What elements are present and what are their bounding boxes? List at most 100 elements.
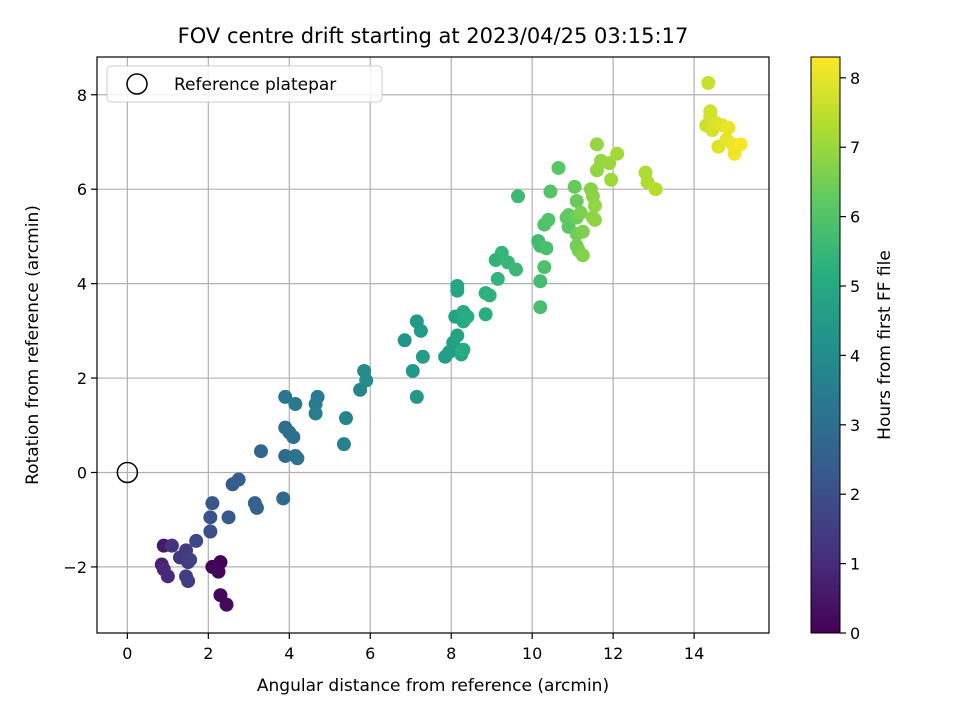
data-point: [181, 574, 196, 589]
x-tick-label: 10: [522, 644, 542, 663]
data-point: [288, 397, 303, 412]
data-point: [543, 184, 558, 199]
data-point: [602, 156, 617, 171]
data-point: [589, 137, 604, 152]
data-point: [533, 300, 548, 315]
colorbar-tick-label: 5: [850, 277, 860, 296]
data-point: [460, 309, 475, 324]
colorbar-label: Hours from first FF file: [875, 250, 895, 440]
colorbar: 0 1 2 3 4 5 6 7 8 Hours from first FF file: [810, 56, 895, 643]
data-point: [511, 189, 526, 204]
colorbar-tick-label: 1: [850, 555, 860, 574]
data-point: [587, 198, 602, 213]
y-axis-label: Rotation from reference (arcmin): [23, 205, 43, 485]
colorbar-tick-label: 7: [850, 138, 860, 157]
data-point: [478, 307, 493, 322]
data-point: [541, 212, 556, 227]
data-point: [415, 349, 430, 364]
data-point: [533, 274, 548, 289]
colorbar-gradient: [810, 56, 841, 634]
data-point: [203, 510, 218, 525]
reference-platepar-marker: [116, 461, 139, 484]
data-point: [183, 552, 198, 567]
data-point: [203, 524, 218, 539]
chart-title: FOV centre drift starting at 2023/04/25 …: [178, 24, 689, 48]
colorbar-tick-label: 0: [850, 624, 860, 643]
colorbar-tick-label: 3: [850, 416, 860, 435]
data-point: [567, 179, 582, 194]
data-point: [205, 496, 220, 511]
y-tick-label: 4: [77, 275, 87, 294]
data-point: [648, 182, 663, 197]
x-tick-label: 2: [203, 644, 213, 663]
x-axis-label: Angular distance from reference (arcmin): [257, 676, 609, 696]
data-point: [359, 373, 374, 388]
data-point: [308, 406, 323, 421]
data-point: [413, 323, 428, 338]
data-point: [587, 212, 602, 227]
data-point: [482, 288, 497, 303]
data-point: [288, 448, 303, 463]
legend-marker: [126, 73, 148, 95]
x-tick-label: 6: [365, 644, 375, 663]
y-tick-label: 2: [77, 369, 87, 388]
y-axis-ticks: −2 0 2 4 6 8: [63, 86, 97, 577]
data-point: [508, 262, 523, 277]
colorbar-tick-label: 4: [850, 346, 860, 365]
data-point: [211, 564, 226, 579]
data-point: [490, 271, 505, 286]
x-tick-label: 14: [684, 644, 704, 663]
legend: Reference platepar: [106, 65, 383, 103]
x-tick-label: 4: [284, 644, 294, 663]
legend-label: Reference platepar: [174, 75, 336, 95]
data-point: [249, 500, 264, 515]
y-tick-label: 8: [77, 86, 87, 105]
data-point: [278, 389, 293, 404]
data-point: [721, 120, 736, 135]
data-point: [286, 430, 301, 445]
data-point: [573, 205, 588, 220]
data-point: [278, 448, 293, 463]
data-point: [276, 491, 291, 506]
legend-box: [106, 65, 383, 103]
data-point: [219, 597, 234, 612]
y-tick-label: −2: [63, 558, 87, 577]
data-point: [569, 194, 584, 208]
data-point: [310, 389, 325, 404]
data-point: [160, 569, 175, 584]
data-point: [450, 278, 465, 293]
x-tick-label: 0: [122, 644, 132, 663]
data-point: [189, 533, 204, 548]
data-point: [405, 363, 420, 378]
data-point: [537, 260, 552, 275]
data-point: [539, 241, 554, 256]
data-point: [733, 137, 748, 152]
data-point: [409, 389, 424, 404]
colorbar-tick-label: 2: [850, 485, 860, 504]
data-point: [336, 437, 351, 452]
data-point: [338, 411, 353, 426]
data-point: [253, 444, 268, 459]
y-tick-label: 0: [77, 463, 87, 482]
colorbar-tick-label: 8: [850, 69, 860, 88]
colorbar-ticks: 0 1 2 3 4 5 6 7 8: [840, 69, 860, 643]
scatter-points: [154, 75, 748, 612]
data-point: [450, 328, 465, 343]
data-point: [231, 472, 246, 487]
x-axis-ticks: 0 2 4 6 8 10 12 14: [122, 633, 704, 663]
x-tick-label: 8: [446, 644, 456, 663]
data-point: [164, 538, 179, 553]
y-tick-label: 6: [77, 180, 87, 199]
data-point: [610, 146, 625, 161]
data-point: [397, 333, 412, 348]
data-point: [456, 342, 471, 357]
data-point: [575, 248, 590, 263]
colorbar-tick-label: 6: [850, 208, 860, 227]
data-point: [551, 160, 566, 175]
data-point: [701, 75, 716, 90]
data-point: [221, 510, 236, 525]
plot-area-frame: [96, 56, 770, 634]
data-point: [604, 172, 619, 187]
data-point: [575, 224, 590, 239]
